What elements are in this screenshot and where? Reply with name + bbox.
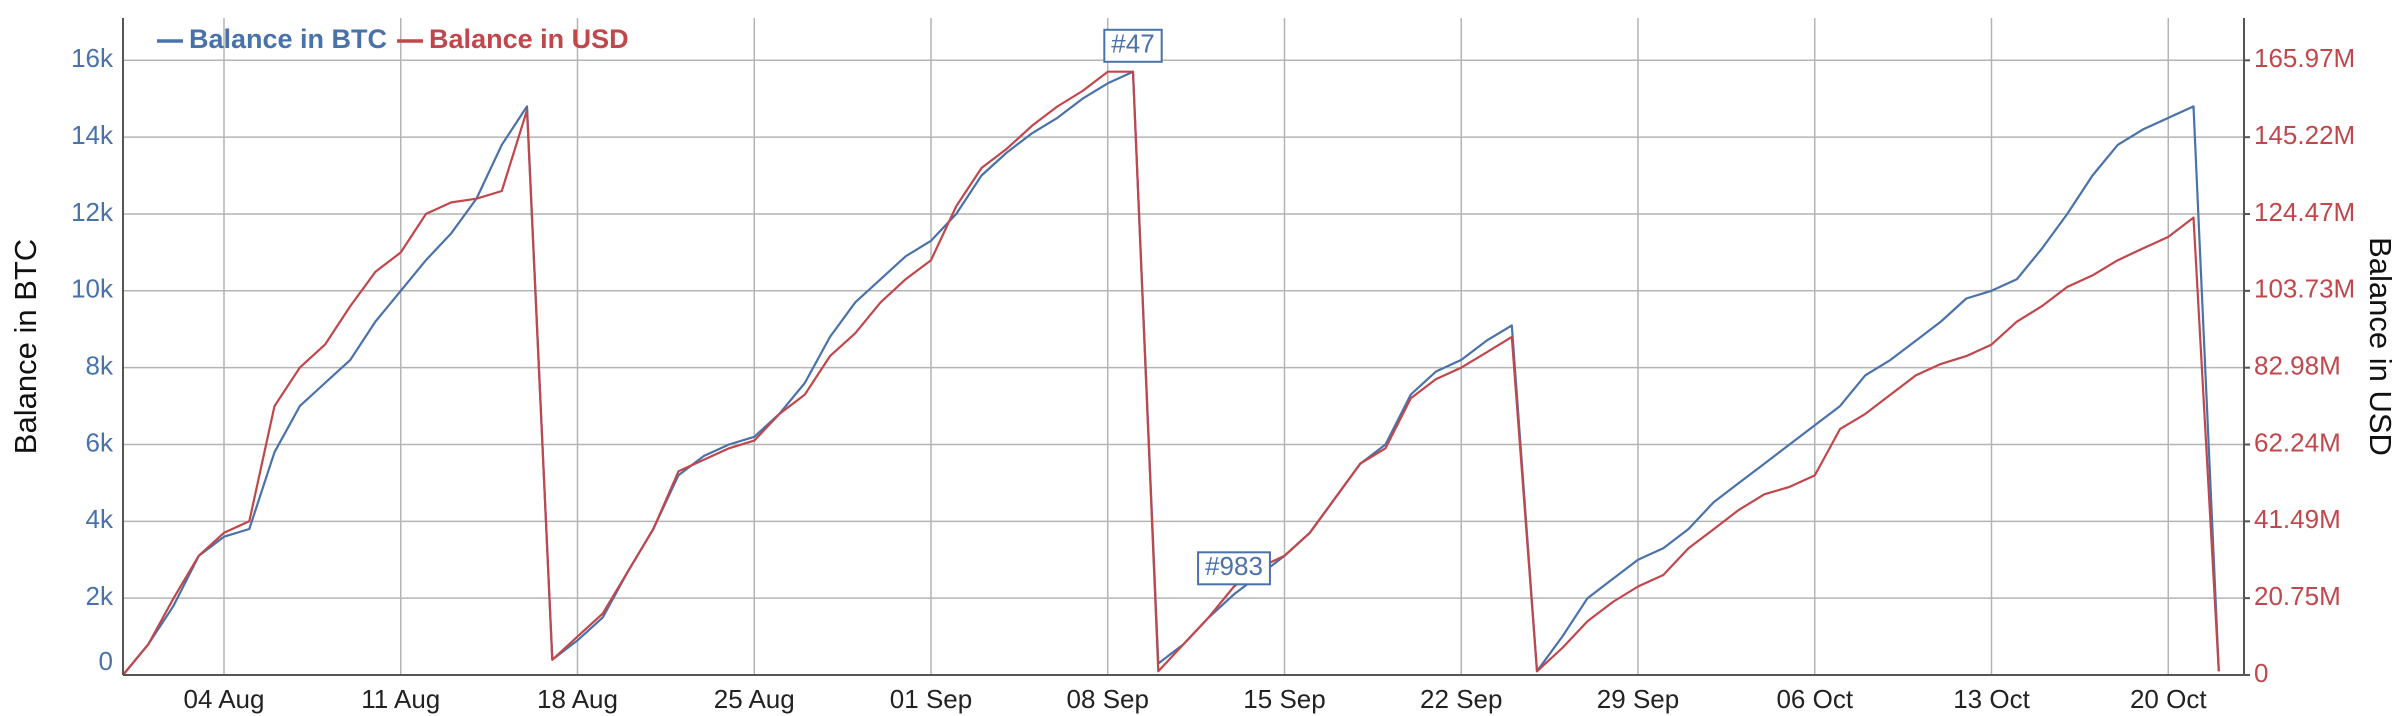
y-tick-label: 4k	[86, 504, 114, 534]
x-tick-label: 01 Sep	[890, 684, 972, 714]
annotation-label: #47	[1111, 29, 1154, 59]
x-tick-label: 20 Oct	[2130, 684, 2207, 714]
y2-tick-label: 165.97M	[2254, 43, 2355, 73]
annotation-box	[1103, 28, 1163, 63]
y-tick-label: 10k	[71, 274, 114, 304]
x-tick-label: 18 Aug	[537, 684, 618, 714]
y2-tick-label: 62.24M	[2254, 427, 2341, 457]
x-tick-label: 15 Sep	[1243, 684, 1325, 714]
y2-tick-label: 20.75M	[2254, 581, 2341, 611]
annotation-label: #983	[1205, 551, 1263, 581]
series-line	[122, 70, 2220, 676]
legend-label: Balance in USD	[429, 24, 629, 54]
x-tick-label: 13 Oct	[1953, 684, 2030, 714]
series-line	[122, 70, 2220, 676]
x-tick-label: 25 Aug	[714, 684, 795, 714]
y-tick-label: 8k	[86, 351, 114, 381]
x-tick-label: 08 Sep	[1067, 684, 1149, 714]
y2-tick-label: 145.22M	[2254, 120, 2355, 150]
x-tick-label: 11 Aug	[361, 684, 440, 714]
y2-tick-label: 0	[2254, 658, 2268, 688]
y2-axis-title: Balance in USD	[2363, 237, 2398, 456]
y-axis-title: Balance in BTC	[8, 239, 43, 454]
legend-label: Balance in BTC	[189, 24, 387, 54]
x-tick-label: 04 Aug	[184, 684, 265, 714]
x-tick-label: 06 Oct	[1776, 684, 1853, 714]
y-tick-label: 16k	[71, 43, 114, 73]
annotation-box	[1197, 551, 1271, 586]
y2-tick-label: 103.73M	[2254, 274, 2355, 304]
y-tick-label: 12k	[71, 197, 114, 227]
y2-tick-label: 41.49M	[2254, 504, 2341, 534]
x-tick-label: 22 Sep	[1420, 684, 1502, 714]
y2-tick-label: 82.98M	[2254, 351, 2341, 381]
y-tick-label: 0	[99, 646, 113, 676]
y-tick-label: 6k	[86, 427, 114, 457]
y2-tick-label: 124.47M	[2254, 197, 2355, 227]
y-tick-label: 14k	[71, 120, 114, 150]
y-tick-label: 2k	[86, 581, 114, 611]
x-tick-label: 29 Sep	[1597, 684, 1679, 714]
